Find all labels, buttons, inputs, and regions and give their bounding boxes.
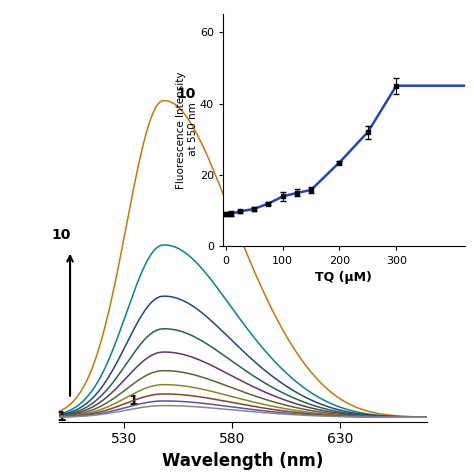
Text: 10: 10 — [52, 228, 71, 242]
Text: 1: 1 — [56, 410, 66, 424]
Y-axis label: Fluorescence Intensity
 at 550 nm: Fluorescence Intensity at 550 nm — [176, 72, 198, 189]
X-axis label: Wavelength (nm): Wavelength (nm) — [162, 452, 324, 470]
X-axis label: TQ (μM): TQ (μM) — [315, 271, 372, 284]
Text: 10: 10 — [176, 88, 195, 101]
Text: 1: 1 — [128, 394, 138, 408]
